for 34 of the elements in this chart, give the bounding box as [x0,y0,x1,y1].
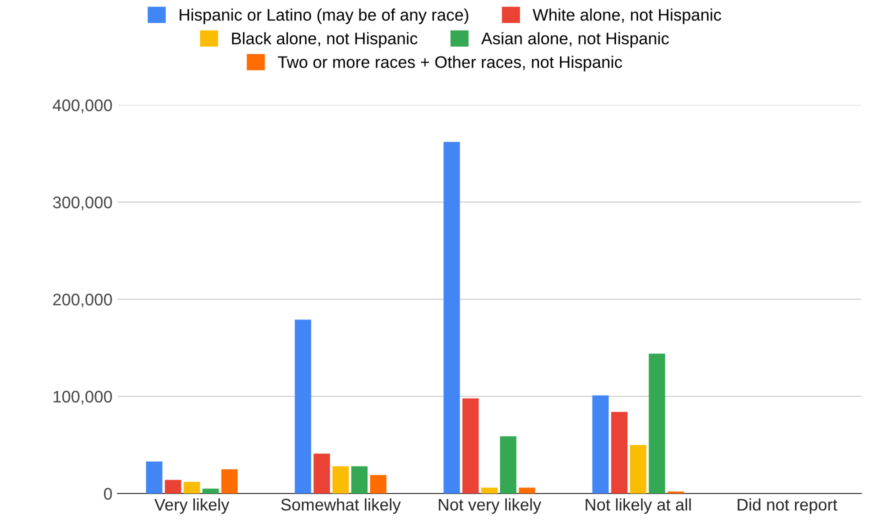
legend-label: Two or more races + Other races, not Hispanic [278,56,622,72]
y-tick-label: 0 [104,488,112,500]
bar [630,444,646,494]
bar [370,475,386,494]
legend-label: Black alone, not Hispanic [232,32,418,48]
bar [444,142,460,494]
legend-label: Hispanic or Latino (may be of any race) [180,8,468,24]
bar [146,461,162,494]
bar [184,482,200,494]
bar [648,354,666,494]
bar [332,466,349,494]
bar [294,320,312,494]
x-tick-label: Somewhat likely [281,498,401,514]
y-tick-label: 200,000 [53,294,112,308]
bar [314,454,330,494]
bar [592,395,609,494]
x-tick-label: Not very likely [438,498,542,514]
bar [202,488,219,494]
y-tick-label: 300,000 [52,196,112,210]
x-tick-label: Very likely [154,498,230,514]
bar [351,466,368,494]
legend-label: White alone, not Hispanic [532,8,722,24]
x-tick-label: Not likely at all [586,498,691,514]
x-tick-label: Did not report [738,498,838,514]
bar [518,488,536,494]
bar [481,488,498,494]
y-tick-label: 400,000 [52,99,112,114]
bar [462,398,479,494]
y-tick-label: 100,000 [54,390,112,405]
bar [611,412,628,494]
bar [221,469,238,494]
bar [500,436,516,494]
bar [164,480,182,494]
legend-label: Asian alone, not Hispanic [481,32,669,48]
